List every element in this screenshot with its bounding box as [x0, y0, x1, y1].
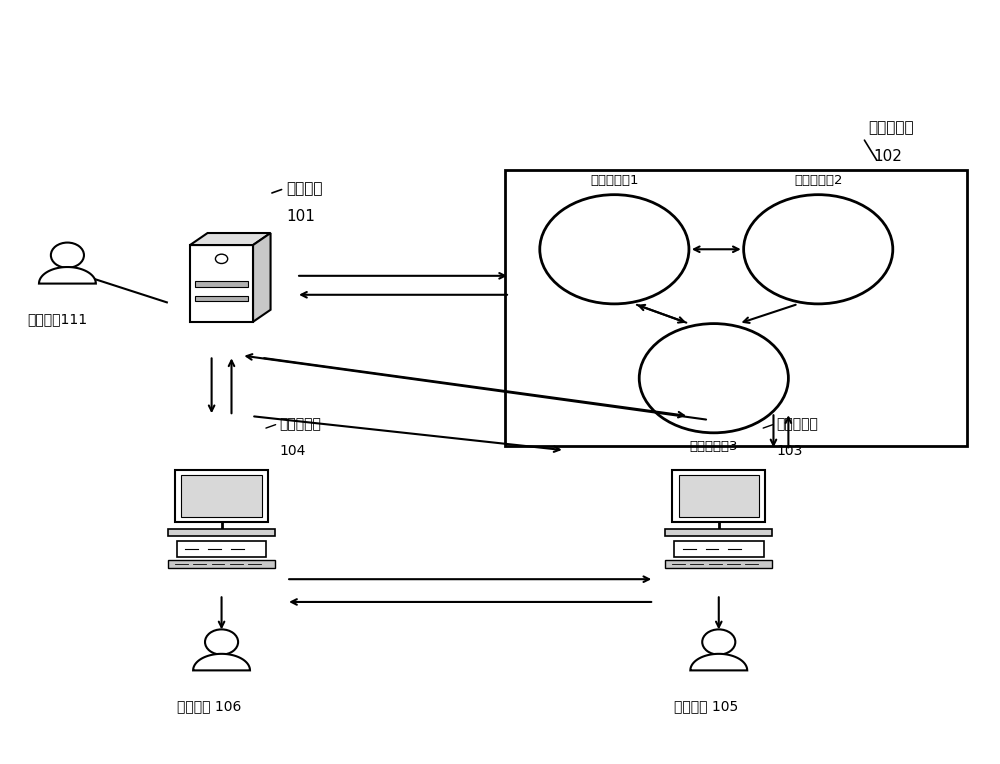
- FancyBboxPatch shape: [674, 542, 764, 557]
- Text: 区块链节点2: 区块链节点2: [794, 174, 842, 187]
- Circle shape: [51, 242, 84, 268]
- FancyBboxPatch shape: [181, 474, 262, 516]
- Text: 第一客户端: 第一客户端: [776, 417, 818, 432]
- FancyBboxPatch shape: [168, 560, 275, 568]
- Text: 第一用户 105: 第一用户 105: [674, 699, 738, 713]
- Polygon shape: [195, 296, 248, 302]
- Ellipse shape: [639, 324, 788, 433]
- Text: 103: 103: [776, 444, 803, 458]
- Polygon shape: [190, 233, 271, 245]
- Text: 操作用户111: 操作用户111: [28, 312, 88, 326]
- Polygon shape: [193, 654, 250, 670]
- Text: 区块链节点1: 区块链节点1: [590, 174, 639, 187]
- Text: 104: 104: [279, 444, 306, 458]
- FancyBboxPatch shape: [665, 529, 772, 536]
- FancyBboxPatch shape: [672, 470, 765, 522]
- FancyBboxPatch shape: [679, 474, 759, 516]
- FancyBboxPatch shape: [505, 170, 967, 446]
- Text: 区块链网络: 区块链网络: [868, 121, 914, 135]
- Circle shape: [215, 254, 228, 264]
- FancyBboxPatch shape: [168, 529, 275, 536]
- Text: 第二客户端: 第二客户端: [279, 417, 321, 432]
- Polygon shape: [253, 233, 271, 322]
- FancyBboxPatch shape: [665, 560, 772, 568]
- Text: 101: 101: [286, 209, 315, 225]
- Ellipse shape: [540, 195, 689, 304]
- Polygon shape: [690, 654, 747, 670]
- Circle shape: [205, 630, 238, 655]
- Polygon shape: [39, 267, 96, 283]
- FancyBboxPatch shape: [175, 470, 268, 522]
- Text: 区块链节点3: 区块链节点3: [690, 440, 738, 453]
- Text: 第二用户 106: 第二用户 106: [177, 699, 241, 713]
- Text: 法律平台: 法律平台: [286, 181, 323, 196]
- Circle shape: [702, 630, 735, 655]
- Polygon shape: [190, 245, 253, 322]
- FancyBboxPatch shape: [177, 542, 266, 557]
- Text: 102: 102: [873, 149, 902, 164]
- Ellipse shape: [744, 195, 893, 304]
- Polygon shape: [195, 281, 248, 286]
